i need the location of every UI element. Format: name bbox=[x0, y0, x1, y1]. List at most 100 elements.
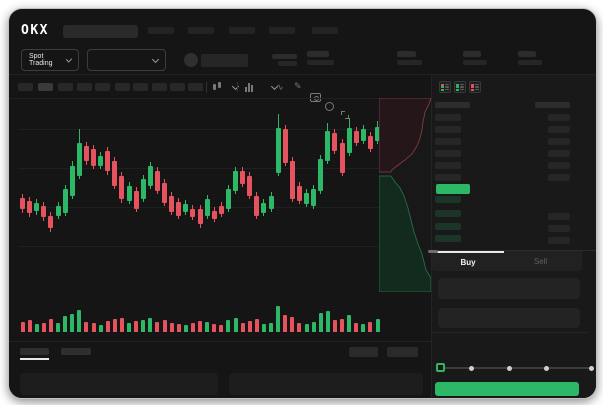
indicator-icon[interactable] bbox=[245, 82, 255, 92]
interval-chip[interactable] bbox=[95, 83, 110, 91]
candle bbox=[48, 216, 54, 228]
stat-value-placeholder bbox=[307, 60, 334, 65]
pair-name-placeholder bbox=[201, 54, 248, 67]
candle bbox=[119, 176, 125, 199]
candle bbox=[233, 171, 238, 191]
bid-price-placeholder[interactable] bbox=[435, 196, 461, 203]
stat-label-placeholder bbox=[518, 51, 536, 57]
book-combined-icon[interactable] bbox=[439, 81, 451, 93]
volume-bar bbox=[27, 320, 32, 332]
orderbook-view-toggles bbox=[432, 75, 596, 99]
ask-amount-placeholder bbox=[548, 174, 570, 181]
volume-bar bbox=[297, 323, 302, 332]
candle bbox=[41, 206, 47, 217]
search-input[interactable] bbox=[63, 25, 138, 38]
order-panel: Buy Sell bbox=[431, 75, 596, 398]
market-type-dropdown[interactable]: Spot Trading bbox=[21, 49, 79, 71]
candlestick-type-icon[interactable] bbox=[212, 82, 222, 92]
ask-price-placeholder[interactable] bbox=[435, 114, 461, 121]
nav-item-placeholder[interactable] bbox=[148, 27, 174, 34]
bottom-action-placeholder[interactable] bbox=[349, 347, 378, 357]
volume-bar bbox=[340, 319, 344, 332]
volume-bar bbox=[56, 323, 60, 332]
ask-price-placeholder[interactable] bbox=[435, 138, 461, 145]
candle bbox=[190, 209, 196, 217]
candle bbox=[311, 189, 317, 206]
volume-bar bbox=[354, 323, 359, 332]
book-bids-icon[interactable] bbox=[454, 81, 466, 93]
nav-item-placeholder[interactable] bbox=[312, 27, 338, 34]
volume-bar bbox=[212, 324, 217, 332]
bid-amount-placeholder bbox=[548, 225, 570, 232]
slider-dot[interactable] bbox=[507, 366, 512, 371]
candle bbox=[254, 196, 260, 216]
slider-dot[interactable] bbox=[469, 366, 474, 371]
slider-dot[interactable] bbox=[544, 366, 549, 371]
fullscreen-icon[interactable] bbox=[341, 111, 349, 119]
ask-amount-placeholder bbox=[548, 114, 570, 121]
interval-chip[interactable] bbox=[58, 83, 73, 91]
amount-input[interactable] bbox=[438, 308, 580, 328]
interval-chip[interactable] bbox=[115, 83, 130, 91]
candle bbox=[140, 179, 146, 199]
volume-bar bbox=[119, 318, 124, 332]
volume-bar bbox=[375, 319, 380, 332]
bid-price-placeholder[interactable] bbox=[435, 235, 461, 242]
interval-chip[interactable] bbox=[38, 83, 53, 91]
bid-price-placeholder[interactable] bbox=[435, 223, 461, 230]
nav-item-placeholder[interactable] bbox=[188, 27, 214, 34]
ask-price-placeholder[interactable] bbox=[435, 150, 461, 157]
nav-item-placeholder[interactable] bbox=[229, 27, 255, 34]
ask-amount-placeholder bbox=[548, 138, 570, 145]
book-asks-icon[interactable] bbox=[469, 81, 481, 93]
volume-bar bbox=[233, 318, 238, 332]
nav-item-placeholder[interactable] bbox=[269, 27, 295, 34]
interval-chip[interactable] bbox=[188, 83, 203, 91]
volume-bar bbox=[347, 315, 352, 332]
candle bbox=[275, 128, 281, 173]
chevron-down-icon bbox=[65, 55, 73, 63]
stat-value-placeholder bbox=[397, 60, 422, 65]
candle bbox=[91, 149, 96, 166]
bottom-tab[interactable] bbox=[61, 348, 91, 355]
interval-chip[interactable] bbox=[77, 83, 92, 91]
tab-buy[interactable]: Buy bbox=[432, 251, 504, 271]
app-window: OKX Spot Trading ∿ ✎ bbox=[8, 8, 597, 399]
ask-price-placeholder[interactable] bbox=[435, 162, 461, 169]
slider-dot[interactable] bbox=[589, 366, 594, 371]
candle bbox=[98, 156, 104, 166]
ask-price-placeholder[interactable] bbox=[435, 174, 461, 181]
draw-icon[interactable]: ✎ bbox=[294, 81, 302, 91]
volume-bar bbox=[368, 322, 373, 332]
tab-sell[interactable]: Sell bbox=[533, 256, 548, 266]
candle bbox=[360, 129, 366, 141]
interval-chip[interactable] bbox=[170, 83, 185, 91]
price-input[interactable] bbox=[438, 278, 580, 299]
interval-chip[interactable] bbox=[133, 83, 148, 91]
bottom-action-placeholder[interactable] bbox=[387, 347, 418, 357]
bid-price-placeholder[interactable] bbox=[435, 210, 461, 217]
bottom-tab[interactable] bbox=[20, 348, 49, 355]
volume-bar bbox=[240, 323, 245, 332]
volume-bar bbox=[98, 325, 103, 332]
candlestick-chart[interactable] bbox=[18, 98, 380, 292]
volume-bar bbox=[169, 323, 174, 332]
volume-bar bbox=[20, 322, 25, 332]
buy-button[interactable] bbox=[435, 382, 579, 396]
last-price-pill[interactable] bbox=[436, 184, 470, 194]
gridline bbox=[18, 207, 380, 208]
interval-chip[interactable] bbox=[18, 83, 33, 91]
bottom-panel-placeholder bbox=[229, 373, 423, 395]
candle bbox=[325, 131, 331, 161]
candle bbox=[282, 129, 288, 163]
wave-icon[interactable]: ∿ bbox=[276, 82, 284, 92]
candle bbox=[162, 183, 167, 203]
slider-handle[interactable] bbox=[436, 363, 445, 372]
interval-chip[interactable] bbox=[152, 83, 167, 91]
depth-profile bbox=[379, 98, 431, 292]
volume-bar bbox=[63, 316, 68, 332]
candle bbox=[318, 159, 324, 191]
settings-icon[interactable] bbox=[325, 102, 334, 111]
ask-price-placeholder[interactable] bbox=[435, 126, 461, 133]
pair-selector-dropdown[interactable] bbox=[87, 49, 166, 71]
